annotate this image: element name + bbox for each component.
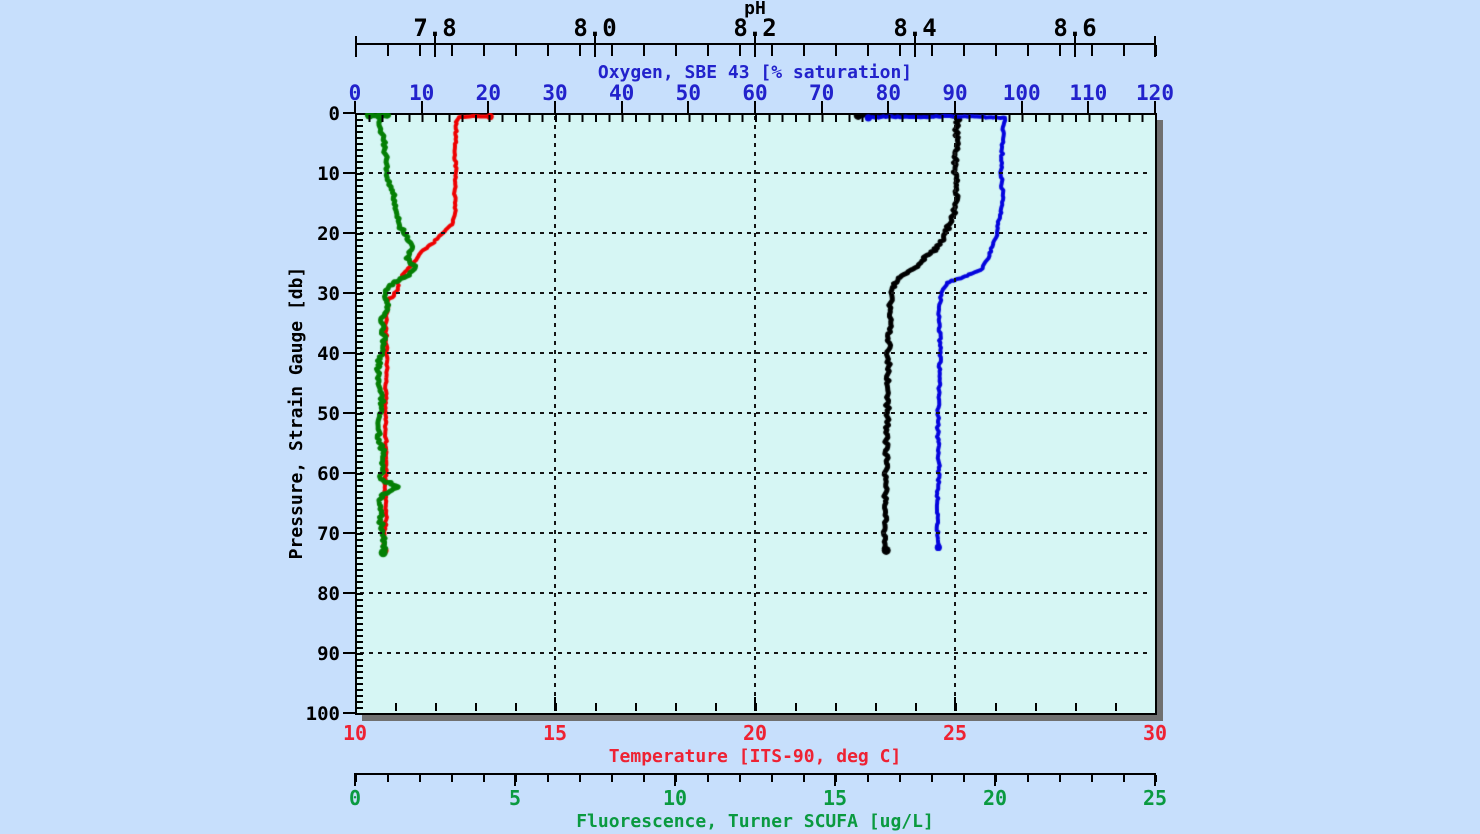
ph-tick-label: 8.2 bbox=[733, 14, 777, 42]
oxygen-axis-major-tick bbox=[420, 101, 423, 113]
temperature-tick-label: 15 bbox=[542, 721, 568, 745]
pressure-axis-major-tick bbox=[343, 232, 355, 234]
oxygen-tick-label: 50 bbox=[675, 81, 701, 105]
oxygen-axis-major-tick bbox=[1087, 101, 1090, 113]
fluorescence-axis-minor-ticks bbox=[355, 775, 1157, 782]
pressure-tick-label: 100 bbox=[305, 703, 340, 725]
ph-axis-major-tick bbox=[434, 34, 436, 57]
temperature-axis-major-tick bbox=[554, 697, 556, 711]
gridline-temperature-25 bbox=[954, 116, 956, 710]
oxygen-axis-major-tick bbox=[687, 101, 690, 113]
pressure-tick-label: 30 bbox=[317, 283, 340, 305]
fluorescence-tick-label: 10 bbox=[662, 786, 688, 810]
plot-shadow-bottom bbox=[362, 715, 1163, 721]
fluorescence-axis-title: Fluorescence, Turner SCUFA [ug/L] bbox=[576, 811, 934, 832]
pressure-axis-major-tick bbox=[343, 412, 355, 414]
oxygen-tick-label: 70 bbox=[809, 81, 835, 105]
fluorescence-tick-label: 15 bbox=[822, 786, 848, 810]
oxygen-axis-major-tick bbox=[1020, 101, 1023, 113]
fluorescence-axis-major-tick bbox=[354, 773, 356, 786]
oxygen-tick-label: 120 bbox=[1136, 81, 1174, 105]
oxygen-tick-label: 30 bbox=[542, 81, 568, 105]
oxygen-axis-major-tick bbox=[887, 101, 890, 113]
oxygen-axis-major-tick bbox=[754, 101, 756, 113]
ph-axis-end-tick bbox=[355, 36, 357, 57]
temperature-axis-major-tick bbox=[954, 697, 956, 711]
pressure-axis-major-tick bbox=[343, 712, 355, 714]
fluorescence-axis-major-tick bbox=[834, 773, 836, 786]
fluorescence-axis-major-tick bbox=[994, 773, 996, 786]
pressure-tick-label: 40 bbox=[317, 343, 340, 365]
pressure-axis-major-tick bbox=[343, 112, 355, 114]
fluorescence-tick-label: 5 bbox=[508, 786, 522, 810]
oxygen-tick-label: 100 bbox=[1002, 81, 1041, 105]
temperature-axis-title: Temperature [ITS-90, deg C] bbox=[608, 746, 902, 767]
oxygen-tick-label: 110 bbox=[1069, 81, 1108, 105]
gridline-temperature-20 bbox=[754, 116, 756, 710]
oxygen-tick-label: 90 bbox=[942, 81, 968, 105]
temperature-tick-label: 25 bbox=[942, 721, 968, 745]
oxygen-axis-major-tick bbox=[1154, 101, 1156, 113]
oxygen-tick-label: 10 bbox=[409, 81, 435, 105]
pressure-tick-label: 0 bbox=[328, 103, 340, 125]
pressure-tick-label: 70 bbox=[317, 523, 340, 545]
pressure-axis-major-tick bbox=[343, 472, 355, 474]
oxygen-axis-major-tick bbox=[820, 101, 823, 113]
fluorescence-tick-label: 25 bbox=[1142, 786, 1168, 810]
pressure-tick-label: 10 bbox=[317, 163, 340, 185]
ph-axis-major-tick bbox=[594, 34, 596, 57]
oxygen-axis-title: Oxygen, SBE 43 [% saturation] bbox=[597, 62, 913, 83]
fluorescence-axis-line bbox=[355, 773, 1155, 775]
ph-axis-major-tick bbox=[914, 34, 916, 57]
temperature-tick-label: 20 bbox=[742, 721, 768, 745]
pressure-tick-label: 50 bbox=[317, 403, 340, 425]
pressure-axis-major-tick bbox=[343, 172, 355, 174]
ph-tick-label: 7.8 bbox=[413, 14, 457, 42]
oxygen-axis-major-tick bbox=[354, 101, 356, 113]
fluorescence-axis-major-tick bbox=[514, 773, 516, 786]
temperature-axis-major-tick bbox=[754, 697, 756, 711]
pressure-axis-major-tick bbox=[343, 592, 355, 594]
pressure-axis-minor-ticks bbox=[357, 113, 363, 715]
fluorescence-tick-label: 20 bbox=[982, 786, 1008, 810]
oxygen-tick-label: 60 bbox=[742, 81, 768, 105]
oxygen-tick-label: 0 bbox=[348, 81, 362, 105]
temperature-tick-label: 10 bbox=[342, 721, 368, 745]
oxygen-axis-major-tick bbox=[487, 101, 490, 113]
pressure-axis-major-tick bbox=[343, 532, 355, 534]
pressure-axis-major-tick bbox=[343, 652, 355, 654]
ph-tick-label: 8.0 bbox=[573, 14, 617, 42]
ph-tick-label: 8.6 bbox=[1053, 14, 1097, 42]
pressure-tick-label: 60 bbox=[317, 463, 340, 485]
oxygen-tick-label: 20 bbox=[475, 81, 501, 105]
temperature-tick-label: 30 bbox=[1142, 721, 1168, 745]
plot-shadow-right bbox=[1157, 120, 1163, 720]
ph-axis-title: pH bbox=[744, 0, 766, 19]
pressure-tick-label: 80 bbox=[317, 583, 340, 605]
oxygen-axis-major-tick bbox=[954, 101, 956, 113]
pressure-axis-major-tick bbox=[343, 292, 355, 294]
fluorescence-axis-major-tick bbox=[674, 773, 676, 786]
temperature-axis-minor-ticks bbox=[355, 703, 1157, 711]
oxygen-tick-label: 40 bbox=[609, 81, 635, 105]
pressure-axis-major-tick bbox=[343, 352, 355, 354]
ph-axis-major-tick bbox=[1074, 34, 1076, 57]
pressure-tick-label: 90 bbox=[317, 643, 340, 665]
fluorescence-axis-major-tick bbox=[1154, 773, 1156, 786]
oxygen-axis-major-tick bbox=[554, 101, 556, 113]
oxygen-axis-major-tick bbox=[620, 101, 623, 113]
gridline-temperature-15 bbox=[554, 116, 556, 710]
ph-axis-end-tick bbox=[1154, 36, 1156, 57]
ph-tick-label: 8.4 bbox=[893, 14, 937, 42]
ph-axis-minor-ticks bbox=[355, 45, 1157, 56]
fluorescence-tick-label: 0 bbox=[348, 786, 362, 810]
pressure-tick-label: 20 bbox=[317, 223, 340, 245]
oxygen-tick-label: 80 bbox=[875, 81, 901, 105]
ph-axis-major-tick bbox=[754, 34, 756, 57]
oxygen-axis-minor-ticks bbox=[355, 115, 1157, 122]
